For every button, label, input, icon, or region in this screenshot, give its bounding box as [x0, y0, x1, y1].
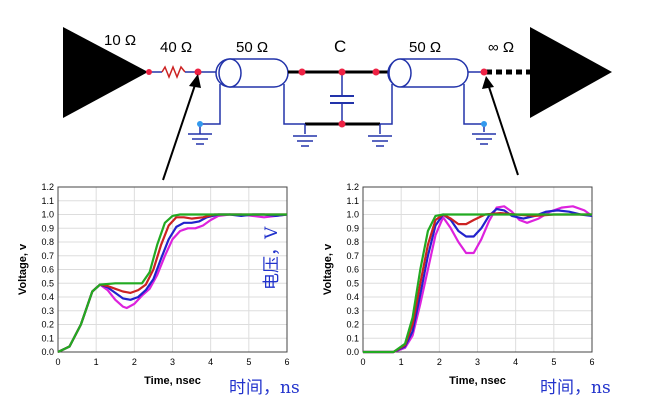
series-line-3: [57, 213, 287, 353]
line2-shield-right: [463, 84, 485, 132]
series-line-2: [363, 212, 592, 354]
x-tick-label: 0: [55, 357, 60, 367]
node-dot-source: [146, 69, 152, 75]
annotation-time-cn-right: 时间，ns: [540, 378, 611, 398]
ground-symbol-2: [293, 135, 317, 147]
y-tick-label: 0.7: [346, 251, 359, 261]
y-tick-label: 0.4: [41, 292, 54, 302]
node-dot-line2-in: [372, 68, 380, 76]
y-tick-label: 1.0: [41, 210, 54, 220]
x-tick-label: 2: [132, 357, 137, 367]
y-tick-label: 1.1: [346, 196, 359, 206]
probe-arrow-left-head: [189, 74, 201, 88]
transmission-line-1-end: [218, 58, 242, 88]
y-tick-label: 0.0: [41, 347, 54, 357]
y-tick-label: 0.7: [41, 251, 54, 261]
x-tick-label: 2: [437, 357, 442, 367]
y-tick-label: 0.2: [346, 320, 359, 330]
annotation-time-cn-left: 时间，ns: [229, 378, 300, 398]
x-tick-label: 4: [513, 357, 518, 367]
series-line-3: [363, 213, 592, 354]
plot-frame: [57, 186, 288, 353]
node-dot-cap-top: [338, 68, 346, 76]
y-tick-label: 0.5: [346, 278, 359, 288]
y-tick-label: 0.6: [41, 265, 54, 275]
ground-symbol-1: [188, 132, 212, 145]
x-tick-label: 4: [208, 357, 213, 367]
line1-shield-right: [283, 84, 305, 125]
x-tick-label: 0: [360, 357, 365, 367]
source-driver-triangle: [63, 27, 148, 118]
y-tick-label: 0.6: [346, 265, 359, 275]
ground-symbol-4: [472, 133, 496, 145]
label-line1-impedance: 50 Ω: [236, 39, 268, 56]
node-dot-line1-out: [298, 68, 306, 76]
y-tick-label: 0.8: [346, 237, 359, 247]
label-line2-impedance: 50 Ω: [409, 39, 441, 56]
y-tick-label: 0.9: [346, 223, 359, 233]
chart-left: 0 1 2 3 4 5 6 0.0 0.1 0.2 0.3 0.4 0.5 0.6 0.7 0.8 0.9 1.0…: [17, 182, 290, 387]
x-tick-label: 5: [246, 357, 251, 367]
node-dot-line1-in: [194, 68, 202, 76]
y-tick-label: 0.5: [41, 278, 54, 288]
probe-arrow-right-head: [482, 76, 494, 89]
y-tick-label: 0.2: [41, 320, 54, 330]
x-axis-label: Time, nsec: [144, 375, 201, 387]
y-tick-label: 0.3: [346, 306, 359, 316]
chart-right: 0 1 2 3 4 5 6 0.0 0.1 0.2 0.3 0.4 0.5 0.6 0.7 0.8 0.9 1.0…: [322, 182, 595, 387]
node-dot-ground-1: [197, 121, 203, 127]
node-dot-cap-bottom: [338, 120, 346, 128]
annotation-voltage-cn: 电压，V: [262, 226, 282, 290]
series-resistor: [161, 64, 186, 80]
line2-shield-left: [380, 84, 393, 125]
y-tick-label: 1.0: [346, 210, 359, 220]
y-tick-label: 1.2: [346, 182, 359, 192]
y-tick-label: 0.1: [346, 333, 359, 343]
node-dot-load: [480, 68, 488, 76]
y-tick-label: 0.9: [41, 223, 54, 233]
circuit-diagram: 10 Ω 40 Ω 50 Ω C 50 Ω ∞ Ω: [63, 27, 612, 181]
y-tick-label: 0.4: [346, 292, 359, 302]
load-receiver-triangle: [530, 27, 612, 118]
x-axis-label: Time, nsec: [449, 375, 506, 387]
y-tick-label: 1.1: [41, 196, 54, 206]
label-load-impedance: ∞ Ω: [488, 39, 514, 56]
y-tick-label: 1.2: [41, 182, 54, 192]
x-tick-label: 6: [589, 357, 594, 367]
probe-arrow-left: [162, 81, 197, 181]
node-dot-ground-2: [481, 121, 487, 127]
y-tick-label: 0.1: [41, 333, 54, 343]
x-tick-label: 5: [551, 357, 556, 367]
y-axis-label: Voltage, v: [322, 243, 334, 295]
x-tick-label: 3: [475, 357, 480, 367]
label-capacitor: C: [334, 37, 346, 56]
x-tick-label: 3: [170, 357, 175, 367]
label-source-resistance: 10 Ω: [104, 32, 136, 49]
transmission-line-2-end: [388, 58, 412, 88]
series-line-1: [363, 207, 593, 354]
y-tick-label: 0.0: [346, 347, 359, 357]
y-tick-label: 0.8: [41, 237, 54, 247]
probe-arrow-right: [487, 83, 519, 176]
label-series-resistance: 40 Ω: [160, 39, 192, 56]
line1-shield-left: [199, 84, 221, 132]
x-tick-label: 6: [284, 357, 289, 367]
ground-symbol-3: [368, 135, 392, 147]
x-tick-label: 1: [399, 357, 404, 367]
x-tick-label: 1: [94, 357, 99, 367]
plot-frame: [362, 186, 593, 353]
y-tick-label: 0.3: [41, 306, 54, 316]
y-axis-label: Voltage, v: [17, 243, 29, 295]
